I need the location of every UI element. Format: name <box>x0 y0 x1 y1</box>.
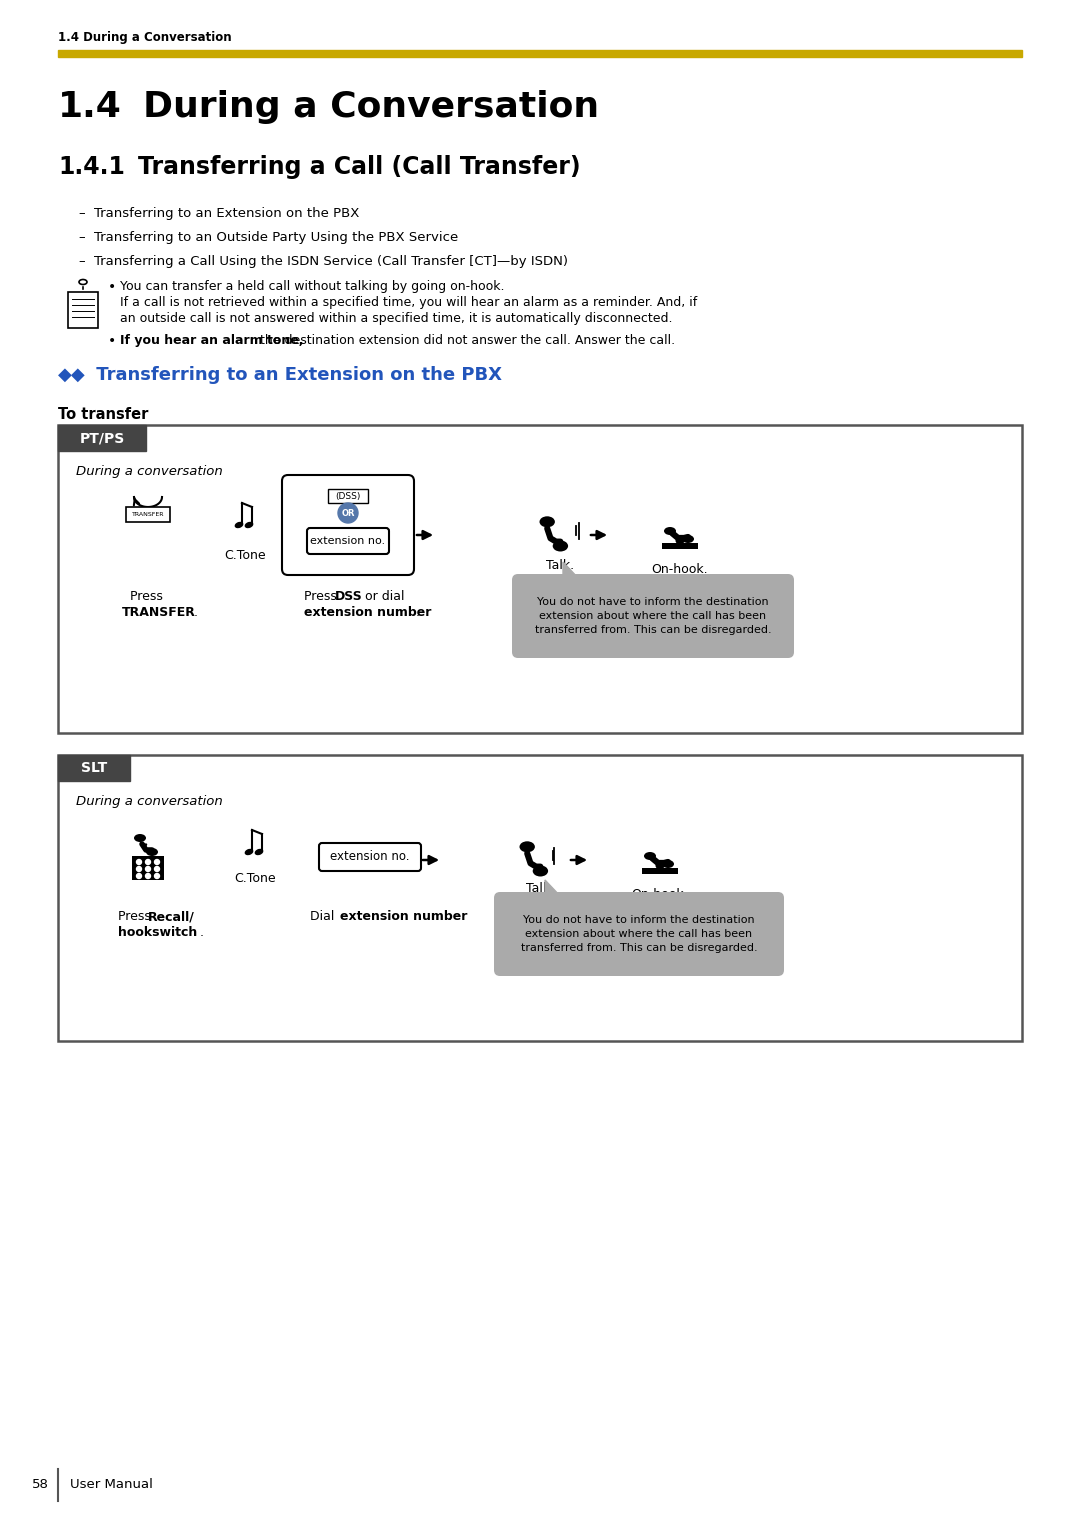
Text: the destination extension did not answer the call. Answer the call.: the destination extension did not answer… <box>256 335 675 347</box>
Ellipse shape <box>540 516 555 527</box>
Text: Press: Press <box>130 590 166 604</box>
Ellipse shape <box>664 527 676 535</box>
Text: hookswitch: hookswitch <box>118 926 198 940</box>
Circle shape <box>154 859 160 865</box>
Text: You do not have to inform the destination
extension about where the call has bee: You do not have to inform the destinatio… <box>521 915 757 953</box>
Text: You can transfer a held call without talking by going on-hook.: You can transfer a held call without tal… <box>120 280 504 293</box>
Text: Recall/: Recall/ <box>148 911 194 923</box>
Circle shape <box>136 859 141 865</box>
Text: –: – <box>78 206 84 220</box>
Ellipse shape <box>644 853 656 860</box>
FancyBboxPatch shape <box>494 892 784 976</box>
Text: C.Tone: C.Tone <box>225 549 266 562</box>
Circle shape <box>154 874 160 879</box>
Text: You do not have to inform the destination
extension about where the call has bee: You do not have to inform the destinatio… <box>535 596 771 636</box>
FancyBboxPatch shape <box>319 843 421 871</box>
Circle shape <box>136 866 141 871</box>
Text: extension no.: extension no. <box>330 851 409 863</box>
Text: extension number: extension number <box>303 607 431 619</box>
Bar <box>126 507 170 523</box>
Text: •: • <box>108 335 117 348</box>
Text: TRANSFER: TRANSFER <box>132 512 164 516</box>
Text: Transferring to an Outside Party Using the PBX Service: Transferring to an Outside Party Using t… <box>94 231 458 244</box>
Bar <box>642 868 678 874</box>
Circle shape <box>154 866 160 871</box>
Text: On-hook.: On-hook. <box>651 562 708 576</box>
Bar <box>58 425 1022 733</box>
Ellipse shape <box>532 865 549 877</box>
Text: Talk.: Talk. <box>526 882 554 895</box>
Bar <box>58 755 1022 1041</box>
Text: On-hook.: On-hook. <box>632 888 688 902</box>
Text: 1.4.1: 1.4.1 <box>58 154 125 179</box>
Ellipse shape <box>553 541 568 552</box>
Text: .: . <box>416 607 420 619</box>
Text: Transferring to an Extension on the PBX: Transferring to an Extension on the PBX <box>94 206 360 220</box>
Text: –: – <box>78 231 84 244</box>
Bar <box>68 292 98 329</box>
Text: .: . <box>448 911 453 923</box>
Bar <box>58 425 146 451</box>
Text: 58: 58 <box>31 1479 49 1491</box>
Bar <box>132 856 164 880</box>
Bar <box>58 50 1022 57</box>
Text: or dial: or dial <box>361 590 405 604</box>
Ellipse shape <box>134 834 146 842</box>
FancyBboxPatch shape <box>307 529 389 555</box>
Text: During a conversation: During a conversation <box>76 465 222 478</box>
Text: 1.4: 1.4 <box>58 90 122 124</box>
Text: OR: OR <box>341 509 354 518</box>
Text: –: – <box>78 255 84 267</box>
Text: .: . <box>200 926 204 940</box>
Text: •: • <box>108 280 117 293</box>
Text: an outside call is not answered within a specified time, it is automatically dis: an outside call is not answered within a… <box>120 312 673 325</box>
Text: Press: Press <box>303 590 341 604</box>
Polygon shape <box>563 562 580 581</box>
Ellipse shape <box>146 848 158 856</box>
Bar <box>328 489 368 503</box>
Bar <box>58 755 130 781</box>
Text: .: . <box>194 607 198 619</box>
Ellipse shape <box>255 848 264 856</box>
Text: DSS: DSS <box>335 590 363 604</box>
Text: Transferring a Call Using the ISDN Service (Call Transfer [CT]—by ISDN): Transferring a Call Using the ISDN Servi… <box>94 255 568 267</box>
Text: Press: Press <box>118 911 154 923</box>
Ellipse shape <box>245 848 254 856</box>
Ellipse shape <box>234 521 243 529</box>
Ellipse shape <box>662 860 674 868</box>
Text: TRANSFER: TRANSFER <box>122 607 195 619</box>
Polygon shape <box>545 880 562 898</box>
Text: Dial: Dial <box>310 911 338 923</box>
Text: If a call is not retrieved within a specified time, you will hear an alarm as a : If a call is not retrieved within a spec… <box>120 296 698 309</box>
Text: extension no.: extension no. <box>310 536 386 545</box>
Circle shape <box>146 859 150 865</box>
Circle shape <box>146 866 150 871</box>
Ellipse shape <box>519 842 535 853</box>
Circle shape <box>136 874 141 879</box>
Circle shape <box>338 503 357 523</box>
Text: User Manual: User Manual <box>70 1479 153 1491</box>
Text: Transferring to an Extension on the PBX: Transferring to an Extension on the PBX <box>90 367 502 384</box>
Bar <box>690 542 698 545</box>
Ellipse shape <box>681 535 694 542</box>
Text: If you hear an alarm tone,: If you hear an alarm tone, <box>120 335 303 347</box>
Text: Talk.: Talk. <box>545 559 575 571</box>
Text: To transfer: To transfer <box>58 406 148 422</box>
Bar <box>662 542 698 549</box>
Bar <box>662 542 670 545</box>
Text: C.Tone: C.Tone <box>234 872 275 885</box>
Text: extension number: extension number <box>340 911 468 923</box>
Text: 1.4 During a Conversation: 1.4 During a Conversation <box>58 32 231 44</box>
Circle shape <box>146 874 150 879</box>
Ellipse shape <box>245 521 254 529</box>
Text: SLT: SLT <box>81 761 107 775</box>
Text: PT/PS: PT/PS <box>79 431 124 445</box>
Text: During a conversation: During a conversation <box>76 795 222 808</box>
FancyBboxPatch shape <box>512 575 794 659</box>
Text: Transferring a Call (Call Transfer): Transferring a Call (Call Transfer) <box>138 154 581 179</box>
Text: (DSS): (DSS) <box>335 492 361 501</box>
Text: ◆◆: ◆◆ <box>58 367 85 384</box>
Text: During a Conversation: During a Conversation <box>143 90 599 124</box>
